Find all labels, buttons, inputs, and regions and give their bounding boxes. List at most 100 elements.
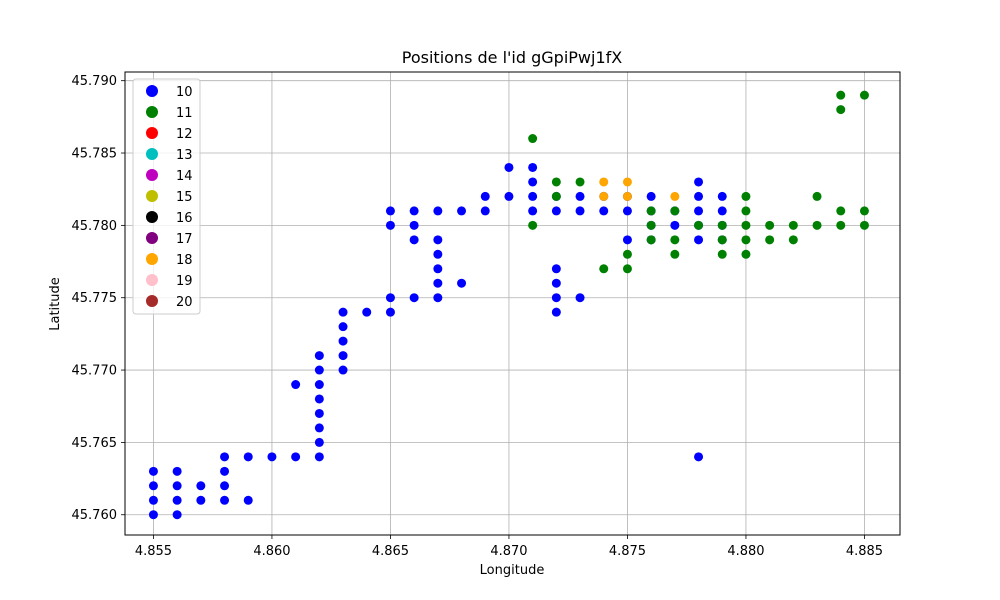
data-point	[528, 162, 538, 172]
data-point	[220, 495, 230, 505]
data-point	[812, 220, 822, 230]
data-point	[172, 481, 182, 491]
data-point	[243, 452, 253, 462]
data-point	[551, 307, 561, 317]
data-point	[433, 206, 443, 216]
legend-marker	[146, 148, 158, 160]
data-point	[551, 191, 561, 201]
data-point	[314, 452, 324, 462]
data-point	[314, 380, 324, 390]
data-point	[338, 307, 348, 317]
data-point	[314, 408, 324, 418]
data-point	[528, 177, 538, 187]
data-point	[670, 235, 680, 245]
data-point	[148, 466, 158, 476]
data-point	[196, 495, 206, 505]
data-point	[480, 206, 490, 216]
data-point	[622, 177, 632, 187]
y-tick-label: 45.770	[72, 364, 118, 379]
data-point	[622, 235, 632, 245]
data-point	[504, 162, 514, 172]
data-point	[788, 235, 798, 245]
legend-marker	[146, 295, 158, 307]
data-point	[694, 235, 704, 245]
legend-marker	[146, 253, 158, 265]
data-point	[575, 177, 585, 187]
data-point	[528, 220, 538, 230]
data-point	[622, 206, 632, 216]
data-point	[694, 220, 704, 230]
legend-marker	[146, 274, 158, 286]
legend-marker	[146, 106, 158, 118]
data-point	[551, 206, 561, 216]
data-point	[385, 307, 395, 317]
data-point	[291, 452, 301, 462]
data-point	[220, 466, 230, 476]
data-point	[385, 293, 395, 303]
data-point	[409, 206, 419, 216]
data-point	[836, 206, 846, 216]
series-11	[528, 90, 869, 274]
data-point	[480, 191, 490, 201]
data-point	[385, 220, 395, 230]
series-10	[148, 162, 727, 520]
x-tick-label: 4.875	[609, 544, 646, 559]
data-point	[622, 249, 632, 259]
data-point	[551, 177, 561, 187]
legend: 10 11 12 13 14 15 16 17 18 19 20	[132, 78, 201, 315]
data-point	[646, 191, 656, 201]
legend-entry: 20	[176, 295, 193, 310]
data-point	[741, 235, 751, 245]
data-point	[670, 249, 680, 259]
data-point	[694, 206, 704, 216]
data-point	[433, 278, 443, 288]
data-point	[575, 293, 585, 303]
data-point	[385, 206, 395, 216]
data-point	[172, 510, 182, 520]
data-point	[457, 278, 467, 288]
plot-frame	[124, 71, 901, 536]
data-point	[646, 235, 656, 245]
legend-entry: 11	[176, 106, 193, 121]
legend-marker	[146, 190, 158, 202]
y-tick-label: 45.775	[72, 291, 118, 306]
data-point	[836, 220, 846, 230]
legend-entry: 17	[176, 232, 193, 247]
chart-title: Positions de l'id gGpiPwj1fX	[402, 48, 622, 67]
data-point	[694, 177, 704, 187]
data-point	[646, 220, 656, 230]
data-point	[646, 206, 656, 216]
data-point	[172, 495, 182, 505]
data-point	[267, 452, 277, 462]
data-point	[694, 452, 704, 462]
data-point	[172, 466, 182, 476]
data-point	[243, 495, 253, 505]
data-point	[741, 206, 751, 216]
data-point	[741, 191, 751, 201]
data-point	[314, 423, 324, 433]
data-points	[148, 90, 869, 520]
data-point	[314, 394, 324, 404]
data-point	[528, 134, 538, 144]
data-point	[765, 220, 775, 230]
data-point	[196, 481, 206, 491]
data-point	[836, 105, 846, 115]
data-point	[314, 351, 324, 361]
data-point	[575, 206, 585, 216]
data-point	[694, 191, 704, 201]
legend-entry: 18	[176, 253, 193, 268]
legend-entry: 14	[176, 169, 193, 184]
data-point	[836, 90, 846, 100]
data-point	[291, 380, 301, 390]
y-tick-label: 45.765	[72, 436, 118, 451]
x-tick-label: 4.880	[727, 544, 764, 559]
data-point	[859, 90, 869, 100]
data-point	[338, 365, 348, 375]
data-point	[717, 220, 727, 230]
legend-marker	[146, 127, 158, 139]
data-point	[528, 191, 538, 201]
data-point	[717, 249, 727, 259]
legend-entry: 19	[176, 274, 193, 289]
data-point	[717, 235, 727, 245]
